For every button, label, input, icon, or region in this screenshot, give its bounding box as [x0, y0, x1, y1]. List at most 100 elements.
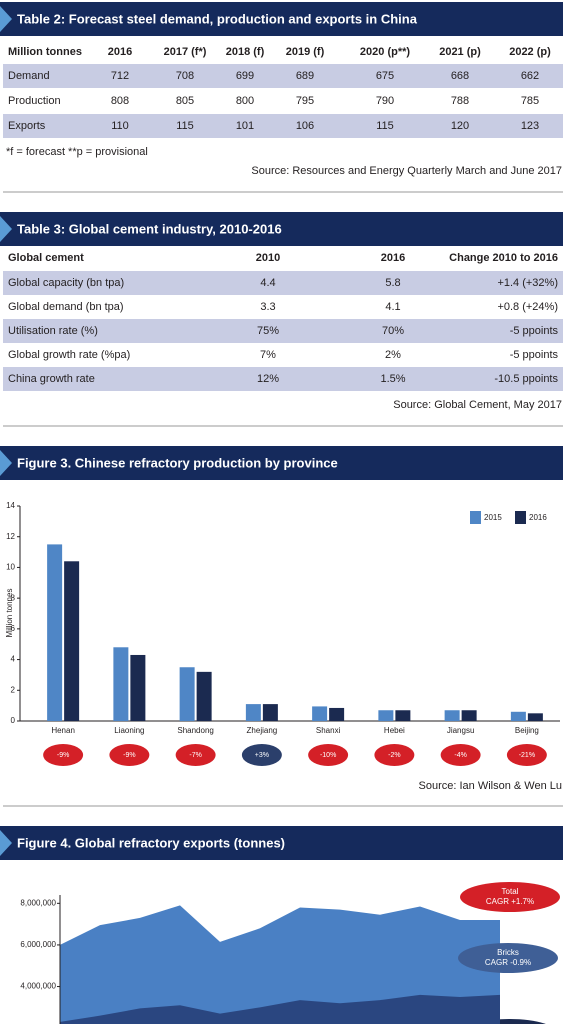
table-cell: Global growth rate (%pa): [8, 349, 130, 361]
legend-label: 2016: [529, 513, 547, 522]
table-cell: 790: [376, 95, 394, 107]
change-label: -9%: [57, 752, 69, 759]
figure-title: Figure 4. Global refractory exports (ton…: [17, 835, 285, 850]
annotation-text: CAGR -0.9%: [485, 958, 531, 967]
table-cell: Demand: [8, 70, 50, 82]
table-cell: 808: [111, 95, 129, 107]
bar: [130, 654, 146, 721]
bar: [47, 544, 63, 721]
table-cell: 75%: [257, 325, 279, 337]
row-shade: [3, 271, 563, 295]
x-tick-label: Beijing: [515, 726, 539, 735]
header-arrow: [0, 216, 12, 242]
y-axis-label: Million tonnes: [5, 589, 14, 638]
x-tick-label: Jiangsu: [447, 726, 475, 735]
change-badge: [241, 744, 282, 766]
header-bar: [0, 212, 563, 246]
bar: [461, 710, 477, 721]
bar: [64, 561, 80, 721]
table-cell: 712: [111, 70, 129, 82]
bar: [444, 710, 460, 721]
table-cell: 699: [236, 70, 254, 82]
table-cell: 805: [176, 95, 194, 107]
y-tick-label: 6: [11, 624, 16, 633]
change-label: -2%: [388, 752, 400, 759]
table-cell: 3.3: [260, 301, 275, 313]
column-header: Million tonnes: [8, 46, 82, 58]
annotation-ellipse: [458, 943, 558, 973]
column-header: Change 2010 to 2016: [449, 252, 558, 264]
table-cell: China growth rate: [8, 373, 95, 385]
x-tick-label: Shandong: [177, 726, 213, 735]
bar: [113, 647, 129, 721]
table-cell: 800: [236, 95, 254, 107]
header-arrow: [0, 6, 12, 32]
x-tick-label: Hebei: [384, 726, 405, 735]
column-header: 2016: [381, 252, 405, 264]
bar: [196, 671, 212, 721]
change-label: -21%: [519, 752, 535, 759]
y-tick-label: 6,000,000: [20, 940, 56, 949]
change-label: +3%: [255, 752, 269, 759]
bar: [312, 706, 328, 721]
bar: [395, 710, 411, 721]
table-cell: 795: [296, 95, 314, 107]
change-label: -10%: [320, 752, 336, 759]
table-cell: 785: [521, 95, 539, 107]
table-cell: 115: [376, 120, 394, 132]
row-shade: [3, 64, 563, 88]
table-cell: 4.1: [385, 301, 400, 313]
bar: [262, 704, 278, 721]
table-cell: 7%: [260, 349, 276, 361]
table-cell: 12%: [257, 373, 279, 385]
table-cell: 708: [176, 70, 194, 82]
table-cell: 662: [521, 70, 539, 82]
y-tick-label: 10: [6, 563, 15, 572]
change-badge: [175, 744, 216, 766]
table-cell: 2%: [385, 349, 401, 361]
table-cell: 110: [111, 120, 129, 132]
table-title: Table 2: Forecast steel demand, producti…: [17, 11, 418, 26]
y-tick-label: 14: [6, 501, 15, 510]
row-shade: [3, 114, 563, 138]
row-shade: [3, 367, 563, 391]
bar: [527, 713, 543, 721]
header-bar: [0, 826, 563, 860]
annotation-text: Bricks: [497, 948, 519, 957]
table-cell: -5 ppoints: [510, 349, 559, 361]
x-tick-label: Shanxi: [316, 726, 341, 735]
change-label: -7%: [189, 752, 201, 759]
column-header: 2019 (f): [286, 46, 325, 58]
column-header: 2021 (p): [439, 46, 481, 58]
x-tick-label: Liaoning: [114, 726, 144, 735]
table-cell: 101: [236, 120, 254, 132]
area: [60, 905, 500, 1024]
table-cell: -10.5 ppoints: [494, 373, 558, 385]
header-arrow: [0, 830, 12, 856]
annotation-ellipse: [460, 882, 560, 912]
table-cell: Production: [8, 95, 61, 107]
header-arrow: [0, 450, 12, 476]
footnote: *f = forecast **p = provisional: [6, 146, 148, 158]
y-tick-label: 8: [11, 593, 16, 602]
y-tick-label: 12: [6, 532, 15, 541]
table-cell: 668: [451, 70, 469, 82]
y-tick-label: 2: [11, 685, 16, 694]
legend-swatch: [470, 511, 481, 524]
figure-title: Figure 3. Chinese refractory production …: [17, 455, 338, 470]
table-cell: 106: [296, 120, 314, 132]
header-bar: [0, 446, 563, 480]
change-badge: [43, 744, 84, 766]
table-cell: 1.5%: [380, 373, 405, 385]
column-header: 2010: [256, 252, 280, 264]
annotation-text: CAGR +1.7%: [486, 897, 534, 906]
change-label: -4%: [454, 752, 466, 759]
table-cell: 788: [451, 95, 469, 107]
column-header: 2020 (p**): [360, 46, 410, 58]
table-cell: +0.8 (+24%): [497, 301, 558, 313]
y-tick-label: 0: [11, 716, 16, 725]
table-cell: Global capacity (bn tpa): [8, 277, 124, 289]
bar: [245, 704, 261, 721]
y-tick-label: 4: [11, 655, 16, 664]
